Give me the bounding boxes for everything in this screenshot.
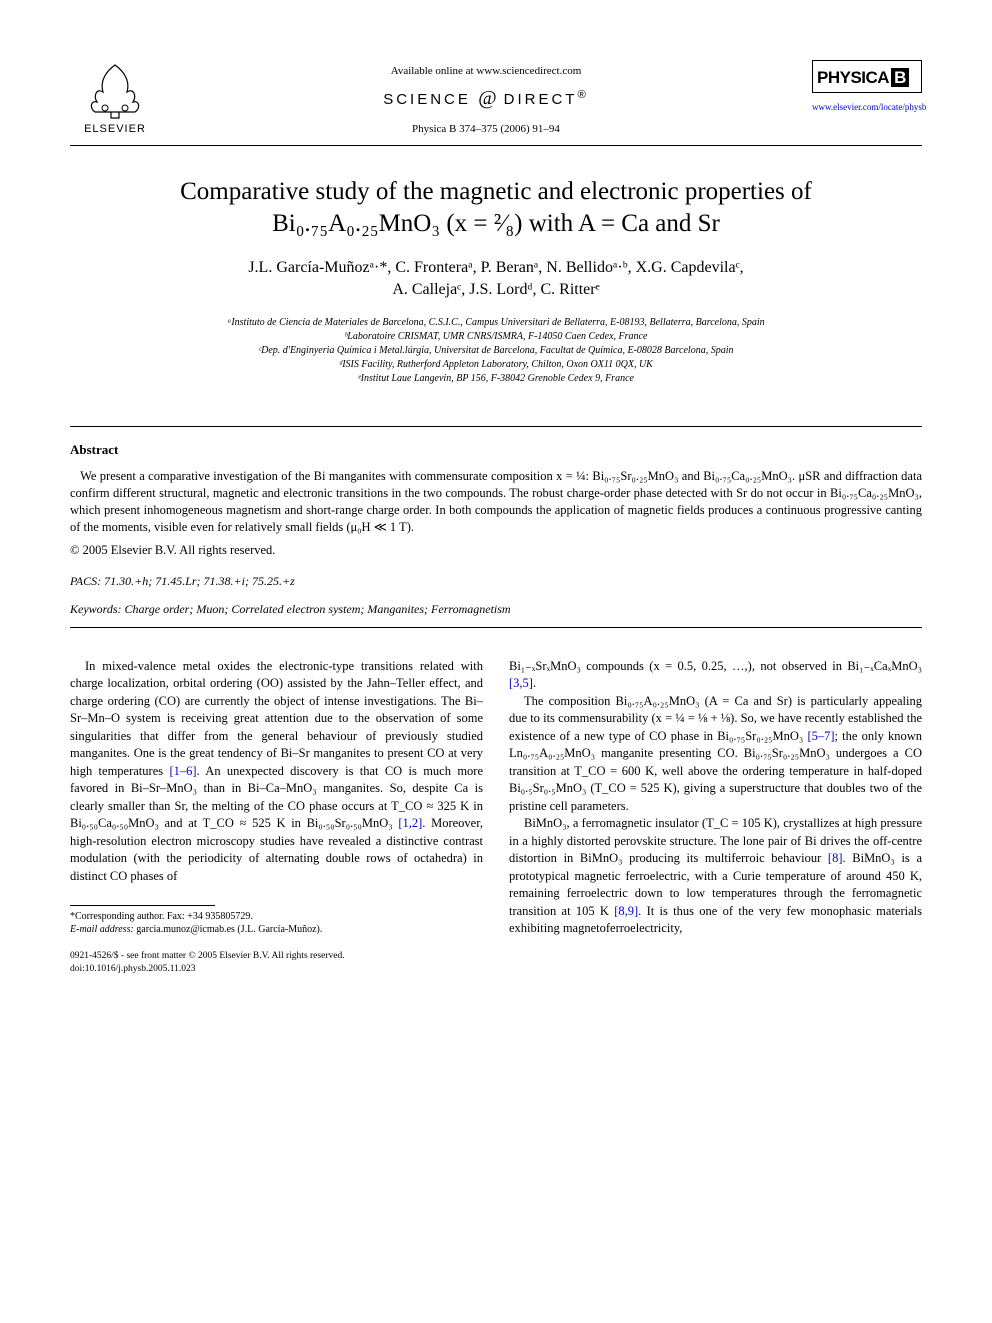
elsevier-logo-block: ELSEVIER xyxy=(70,60,160,137)
ref-link-5-7[interactable]: [5–7] xyxy=(807,729,834,743)
abstract-top-rule xyxy=(70,426,922,427)
affiliation-a: ᵃInstituto de Ciencia de Materiales de B… xyxy=(70,316,922,330)
footnote-separator xyxy=(70,905,215,906)
corresponding-author-footnote: *Corresponding author. Fax: +34 93580572… xyxy=(70,910,483,936)
body-paragraph-1: In mixed-valence metal oxides the electr… xyxy=(70,658,483,886)
physica-logo-block: PHYSICAB www.elsevier.com/locate/physb xyxy=(812,60,922,114)
direct-label: DIRECT xyxy=(504,91,578,108)
physica-label: PHYSICA xyxy=(817,68,889,87)
issn-line: 0921-4526/$ - see front matter © 2005 El… xyxy=(70,950,483,962)
body-paragraph-2: Bi₁₋ₓSrₓMnO₃ compounds (x = 0.5, 0.25, …… xyxy=(509,658,922,693)
ref-link-8[interactable]: [8] xyxy=(828,851,843,865)
copyright-line: © 2005 Elsevier B.V. All rights reserved… xyxy=(70,542,922,559)
article-title: Comparative study of the magnetic and el… xyxy=(110,176,882,241)
left-column: In mixed-valence metal oxides the electr… xyxy=(70,658,483,975)
body-columns: In mixed-valence metal oxides the electr… xyxy=(70,658,922,975)
ref-link-3-5[interactable]: [3,5] xyxy=(509,676,533,690)
corresponding-fax: *Corresponding author. Fax: +34 93580572… xyxy=(70,910,483,923)
keywords-line: Keywords: Charge order; Muon; Correlated… xyxy=(70,601,922,617)
authors-line-1: J.L. García-Muñozᵃ·*, C. Fronteraᵃ, P. B… xyxy=(248,259,743,276)
physica-logo: PHYSICAB xyxy=(812,60,922,93)
body-paragraph-4: BiMnO₃, a ferromagnetic insulator (T_C =… xyxy=(509,815,922,938)
science-direct-logo: SCIENCE @ DIRECT® xyxy=(160,85,812,112)
right-column: Bi₁₋ₓSrₓMnO₃ compounds (x = 0.5, 0.25, …… xyxy=(509,658,922,975)
locate-url-link[interactable]: www.elsevier.com/locate/physb xyxy=(812,102,926,112)
doi-line: doi:10.1016/j.physb.2005.11.023 xyxy=(70,963,483,975)
at-symbol: @ xyxy=(478,87,496,109)
pacs-codes: PACS: 71.30.+h; 71.45.Lr; 71.38.+i; 75.2… xyxy=(70,573,922,589)
elsevier-label: ELSEVIER xyxy=(84,122,146,137)
abstract-body: We present a comparative investigation o… xyxy=(70,468,922,536)
affiliation-b: ᵇLaboratoire CRISMAT, UMR CNRS/ISMRA, F-… xyxy=(70,330,922,344)
email-label: E-mail address: xyxy=(70,924,134,935)
body-paragraph-3: The composition Bi₀.₇₅A₀.₂₅MnO₃ (A = Ca … xyxy=(509,693,922,816)
affiliations-block: ᵃInstituto de Ciencia de Materiales de B… xyxy=(70,316,922,386)
authors-list: J.L. García-Muñozᵃ·*, C. Fronteraᵃ, P. B… xyxy=(70,257,922,302)
affiliation-e: ᵉInstitut Laue Langevin, BP 156, F-38042… xyxy=(70,372,922,386)
affiliation-c: ᶜDep. d'Enginyeria Química i Metal.lúrgi… xyxy=(70,344,922,358)
authors-line-2: A. Callejaᶜ, J.S. Lordᵈ, C. Ritterᵉ xyxy=(392,281,599,298)
ref-link-1-2[interactable]: [1,2] xyxy=(398,816,422,830)
email-address: garcia.munoz@icmab.es (J.L. García-Muñoz… xyxy=(136,924,322,935)
ref-link-1-6[interactable]: [1–6] xyxy=(169,764,196,778)
corresponding-email-line: E-mail address: garcia.munoz@icmab.es (J… xyxy=(70,923,483,936)
abstract-heading: Abstract xyxy=(70,441,922,459)
journal-header: ELSEVIER Available online at www.science… xyxy=(70,60,922,137)
physica-suffix: B xyxy=(891,68,909,87)
header-separator xyxy=(70,145,922,146)
abstract-bottom-rule xyxy=(70,627,922,628)
science-label: SCIENCE xyxy=(383,91,471,108)
center-header: Available online at www.sciencedirect.co… xyxy=(160,60,812,137)
affiliation-d: ᵈISIS Facility, Rutherford Appleton Labo… xyxy=(70,358,922,372)
publication-info: 0921-4526/$ - see front matter © 2005 El… xyxy=(70,950,483,975)
available-online-text: Available online at www.sciencedirect.co… xyxy=(160,64,812,79)
ref-link-8-9[interactable]: [8,9] xyxy=(614,904,638,918)
journal-reference: Physica B 374–375 (2006) 91–94 xyxy=(160,122,812,137)
abstract-text: We present a comparative investigation o… xyxy=(70,469,922,534)
elsevier-tree-icon xyxy=(85,60,145,120)
